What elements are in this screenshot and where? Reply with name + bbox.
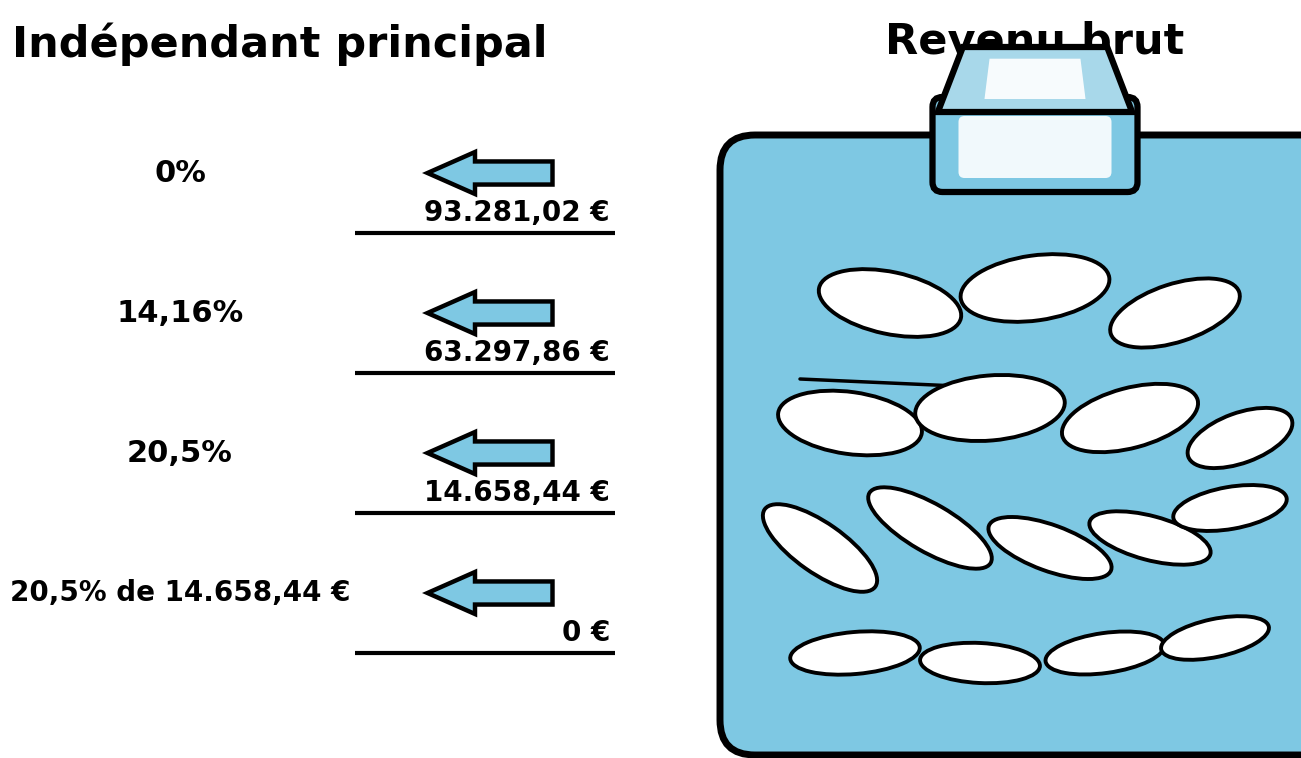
FancyBboxPatch shape — [719, 135, 1301, 755]
Ellipse shape — [1062, 384, 1198, 453]
Text: 0%: 0% — [154, 158, 206, 187]
Text: 63.297,86 €: 63.297,86 € — [424, 339, 610, 367]
Polygon shape — [428, 572, 553, 614]
Ellipse shape — [762, 504, 877, 592]
Ellipse shape — [1089, 512, 1211, 565]
Text: 14,16%: 14,16% — [116, 299, 243, 327]
Polygon shape — [938, 47, 1132, 112]
Text: Revenu brut: Revenu brut — [886, 20, 1185, 62]
Text: Indépendant principal: Indépendant principal — [12, 23, 548, 67]
Ellipse shape — [868, 487, 991, 568]
Ellipse shape — [790, 631, 920, 675]
Text: 14.658,44 €: 14.658,44 € — [424, 479, 610, 507]
Text: 20,5%: 20,5% — [127, 438, 233, 468]
Ellipse shape — [778, 390, 922, 456]
Ellipse shape — [1110, 278, 1240, 348]
Ellipse shape — [920, 643, 1039, 683]
Ellipse shape — [1174, 485, 1287, 531]
Ellipse shape — [1046, 631, 1164, 675]
Text: 93.281,02 €: 93.281,02 € — [424, 199, 610, 227]
Polygon shape — [428, 432, 553, 474]
FancyBboxPatch shape — [959, 116, 1111, 178]
FancyBboxPatch shape — [933, 97, 1137, 192]
Ellipse shape — [989, 517, 1111, 579]
Polygon shape — [985, 58, 1085, 99]
Polygon shape — [428, 152, 553, 194]
Ellipse shape — [915, 375, 1064, 441]
Polygon shape — [428, 292, 553, 334]
Ellipse shape — [960, 254, 1110, 322]
FancyBboxPatch shape — [755, 170, 1301, 398]
Ellipse shape — [818, 269, 961, 337]
Ellipse shape — [1188, 408, 1292, 468]
Text: 0 €: 0 € — [562, 619, 610, 647]
Ellipse shape — [1160, 616, 1268, 659]
Text: 20,5% de 14.658,44 €: 20,5% de 14.658,44 € — [9, 579, 350, 607]
